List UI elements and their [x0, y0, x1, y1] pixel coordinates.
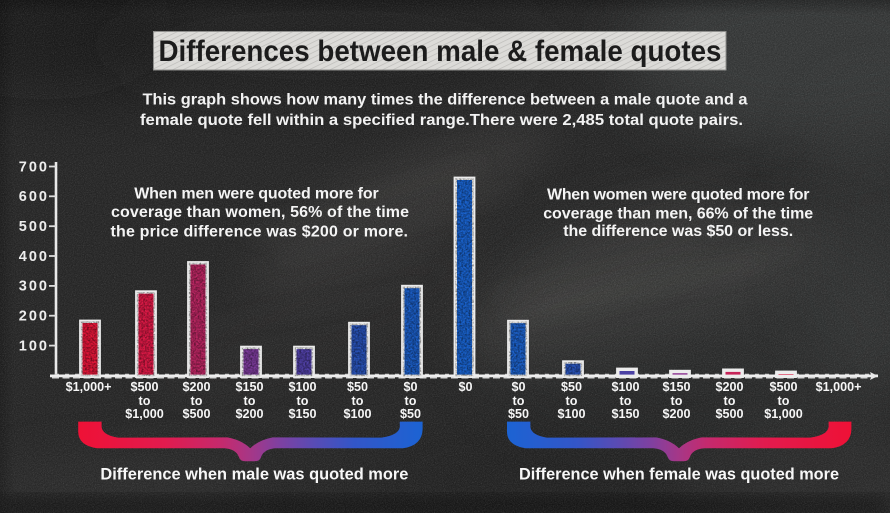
svg-text:$150: $150 [611, 407, 639, 421]
svg-text:$500: $500 [182, 407, 210, 421]
svg-text:$50: $50 [347, 380, 368, 394]
svg-text:$100: $100 [611, 380, 639, 394]
svg-text:100: 100 [19, 338, 49, 354]
svg-text:to: to [671, 394, 683, 408]
svg-text:$500: $500 [715, 407, 743, 421]
svg-text:$50: $50 [561, 380, 582, 394]
svg-text:female quote fell within a spe: female quote fell within a specified ran… [140, 112, 743, 129]
svg-text:$1,000: $1,000 [764, 407, 803, 421]
svg-text:$150: $150 [662, 380, 690, 394]
svg-text:$150: $150 [288, 407, 316, 421]
svg-text:400: 400 [19, 249, 49, 265]
svg-text:700: 700 [19, 159, 49, 175]
svg-text:This graph shows how many time: This graph shows how many times the diff… [143, 92, 748, 109]
svg-text:to: to [724, 394, 736, 408]
svg-text:When women were quoted more fo: When women were quoted more for [547, 187, 810, 204]
svg-text:to: to [778, 394, 790, 408]
svg-text:$200: $200 [235, 407, 263, 421]
svg-text:Difference when female was quo: Difference when female was quoted more [519, 466, 839, 484]
svg-text:the difference was $50 or less: the difference was $50 or less. [563, 223, 793, 240]
svg-text:$150: $150 [235, 380, 263, 394]
svg-text:600: 600 [19, 189, 49, 205]
svg-text:500: 500 [19, 219, 49, 235]
svg-text:$500: $500 [130, 380, 158, 394]
svg-text:the price difference was $200: the price difference was $200 or more. [111, 223, 409, 240]
svg-text:to: to [513, 394, 525, 408]
svg-text:$0: $0 [511, 380, 525, 394]
svg-text:$1,000+: $1,000+ [816, 380, 862, 394]
svg-text:to: to [297, 394, 309, 408]
svg-text:to: to [191, 394, 203, 408]
svg-text:When men were quoted more for: When men were quoted more for [134, 186, 379, 203]
svg-text:to: to [352, 394, 364, 408]
svg-text:to: to [566, 394, 578, 408]
svg-text:$200: $200 [662, 407, 690, 421]
svg-text:$50: $50 [508, 407, 529, 421]
svg-text:Difference when male was quote: Difference when male was quoted more [100, 466, 408, 484]
svg-text:to: to [405, 394, 417, 408]
svg-text:$500: $500 [769, 380, 797, 394]
svg-text:coverage than men, 66% of the: coverage than men, 66% of the time [543, 205, 813, 222]
svg-text:200: 200 [19, 309, 49, 325]
svg-text:$1,000+: $1,000+ [66, 380, 112, 394]
svg-text:$100: $100 [288, 380, 316, 394]
svg-text:300: 300 [19, 279, 49, 295]
svg-text:to: to [139, 394, 151, 408]
svg-text:Differences between male & fem: Differences between male & female quotes [159, 35, 722, 68]
svg-text:$0: $0 [403, 380, 417, 394]
svg-text:$1,000: $1,000 [125, 407, 164, 421]
svg-text:$200: $200 [182, 380, 210, 394]
svg-text:$50: $50 [400, 407, 421, 421]
svg-text:$100: $100 [557, 407, 585, 421]
svg-text:to: to [620, 394, 632, 408]
svg-text:$200: $200 [715, 380, 743, 394]
svg-text:to: to [244, 394, 256, 408]
svg-text:$0: $0 [458, 380, 472, 394]
svg-text:$100: $100 [343, 407, 371, 421]
svg-text:coverage than women, 56% of th: coverage than women, 56% of the time [111, 204, 409, 221]
